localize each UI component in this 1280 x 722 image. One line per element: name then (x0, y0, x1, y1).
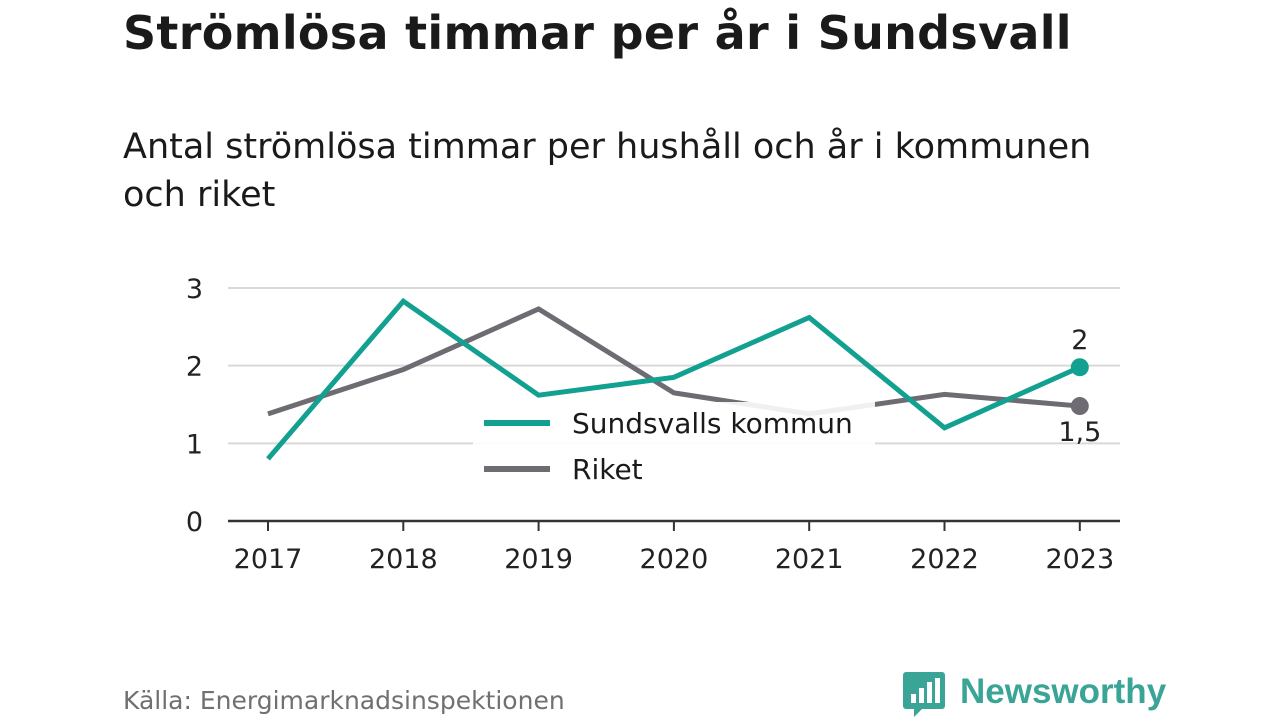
source-note: Källa: Energimarknadsinspektionen (123, 686, 565, 715)
legend-box (473, 402, 875, 497)
end-labels: 21,5 (1058, 325, 1101, 448)
end-value-label: 2 (1071, 325, 1088, 356)
x-axis: 2017 2018 2019 2020 2021 2022 2023 (228, 519, 1120, 575)
series-riket (267, 306, 1081, 417)
series-line (266, 297, 1081, 461)
x-tick-label: 2021 (775, 544, 844, 575)
y-axis-ticks: 0 1 2 3 (186, 274, 203, 538)
x-tick-label: 2022 (910, 544, 979, 575)
x-tick-label: 2019 (504, 544, 573, 575)
newsworthy-brand-name: Newsworthy (960, 672, 1167, 711)
y-tick-label: 3 (186, 274, 203, 305)
series-line (267, 306, 1081, 417)
x-tick-label: 2018 (369, 544, 438, 575)
legend-label: Riket (572, 453, 643, 486)
legend: Sundsvalls kommun Riket (473, 402, 875, 497)
y-tick-label: 2 (186, 352, 203, 383)
newsworthy-logo-icon (903, 672, 945, 717)
x-tick-label: 2020 (640, 544, 709, 575)
chart-subtitle: Antal strömlösa timmar per hushåll och å… (123, 127, 1092, 215)
y-tick-label: 0 (186, 507, 203, 538)
end-value-label: 1,5 (1058, 417, 1101, 448)
end-point-marker (1070, 397, 1089, 416)
end-point-marker (1070, 358, 1089, 377)
x-tick-label: 2017 (234, 544, 303, 575)
newsworthy-logo: Newsworthy (902, 670, 1166, 718)
y-tick-label: 1 (186, 429, 203, 460)
x-tick-label: 2023 (1045, 544, 1114, 575)
chart-title: Strömlösa timmar per år i Sundsvall (123, 6, 1072, 60)
legend-label: Sundsvalls kommun (572, 407, 853, 440)
series-sundsvall (266, 297, 1081, 461)
